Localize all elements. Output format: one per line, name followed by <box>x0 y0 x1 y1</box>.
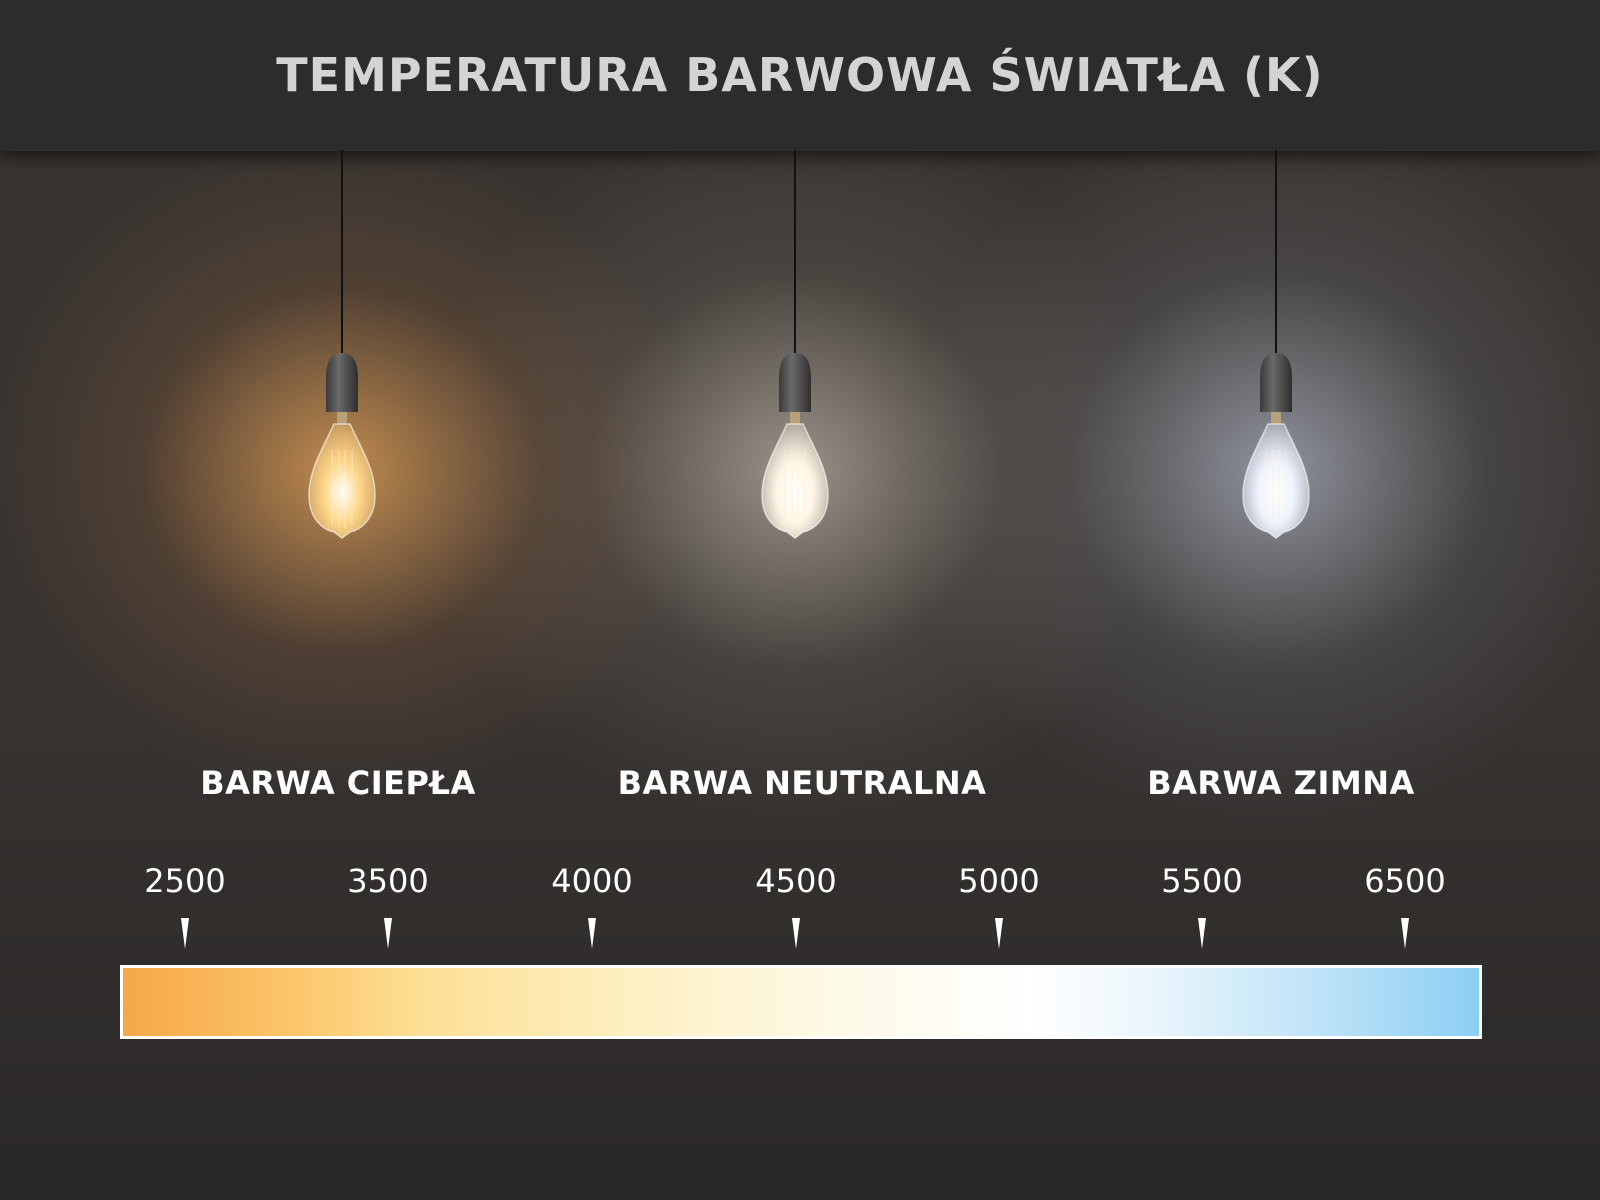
tick-label: 5000 <box>958 862 1040 900</box>
tick-marker <box>1198 918 1206 949</box>
tick-label: 3500 <box>347 862 429 900</box>
tick-label: 5500 <box>1161 862 1243 900</box>
tick-label: 2500 <box>144 862 226 900</box>
page-title: TEMPERATURA BARWOWA ŚWIATŁA (K) <box>276 48 1324 102</box>
light-bulb <box>308 150 376 539</box>
label-warm: BARWA CIEPŁA <box>200 764 476 802</box>
tick-label: 6500 <box>1364 862 1446 900</box>
tick-marker <box>384 918 392 949</box>
tick-marker <box>995 918 1003 949</box>
label-neutral: BARWA NEUTRALNA <box>617 764 987 802</box>
tick-marker <box>181 918 189 949</box>
tick-marker <box>1401 918 1409 949</box>
light-bulb <box>1242 150 1310 539</box>
tick-label: 4000 <box>551 862 633 900</box>
label-cool: BARWA ZIMNA <box>1147 764 1415 802</box>
tick-label: 4500 <box>755 862 837 900</box>
tick-marker <box>588 918 596 949</box>
tick-marker <box>792 918 800 949</box>
light-bulb <box>761 150 829 539</box>
color-temperature-gradient-bar <box>120 965 1482 1039</box>
header-bar: TEMPERATURA BARWOWA ŚWIATŁA (K) <box>0 0 1600 151</box>
